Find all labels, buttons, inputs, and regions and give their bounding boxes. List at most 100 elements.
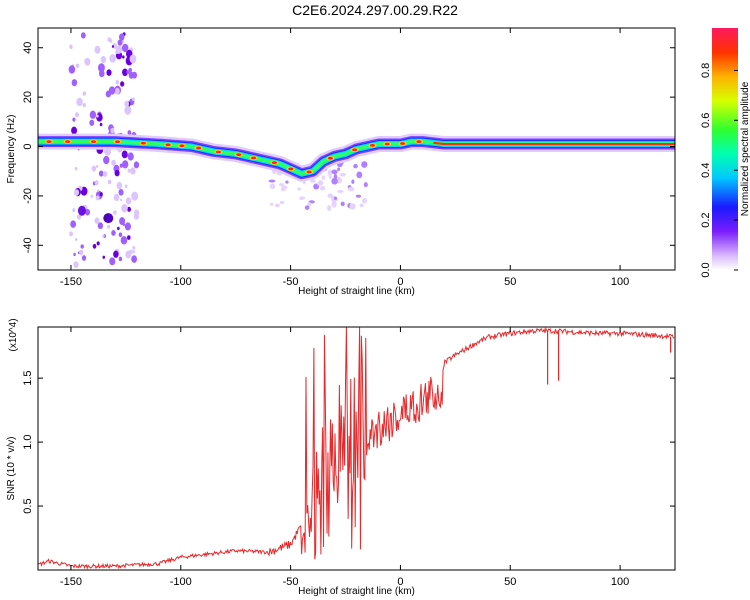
- noise-blob: [361, 161, 368, 168]
- noise-blob: [95, 195, 100, 201]
- noise-blob: [127, 130, 132, 136]
- noise-blob: [102, 171, 108, 178]
- noise-blob: [299, 196, 306, 200]
- noise-blob: [124, 105, 132, 115]
- ridge-hotspot: [416, 140, 422, 143]
- noise-blob: [76, 97, 83, 107]
- noise-blob: [331, 177, 338, 185]
- noise-blob: [127, 168, 131, 173]
- noise-blob: [124, 222, 131, 231]
- noise-blob: [71, 79, 78, 87]
- noise-blob: [75, 63, 80, 69]
- noise-blob: [339, 172, 347, 177]
- noise-blob: [109, 54, 116, 63]
- y-multiplier-label: (x10^4): [8, 318, 19, 351]
- ridge-hotspot: [90, 140, 97, 143]
- noise-blob: [96, 114, 99, 118]
- noise-blob: [327, 204, 332, 211]
- noise-blob: [347, 186, 355, 192]
- noise-blob: [114, 169, 120, 177]
- noise-blob: [94, 217, 100, 224]
- noise-blob: [130, 167, 136, 175]
- y-tick-label: 1.5: [22, 371, 34, 386]
- noise-blob: [97, 63, 105, 73]
- ridge-hotspot: [250, 156, 257, 160]
- noise-blob: [94, 45, 101, 54]
- noise-blob: [118, 256, 123, 262]
- colorbar-tick-label: 0.6: [700, 113, 712, 128]
- noise-blob: [107, 179, 112, 185]
- noise-blob: [100, 56, 107, 64]
- x-tick-label: 100: [611, 276, 629, 288]
- noise-blob: [121, 204, 128, 213]
- noise-blob: [337, 167, 341, 171]
- noise-blob: [126, 235, 131, 240]
- noise-blob: [103, 213, 114, 224]
- ridge-core: [433, 141, 675, 146]
- noise-blob: [98, 170, 104, 177]
- noise-blob: [278, 183, 284, 187]
- noise-blob: [333, 196, 337, 200]
- noise-blob: [125, 197, 132, 205]
- noise-blob: [129, 54, 137, 64]
- noise-blob: [355, 194, 362, 198]
- y-tick-label: 1.0: [22, 434, 34, 449]
- noise-blob: [107, 37, 112, 42]
- x-tick-label: -50: [283, 276, 299, 288]
- noise-blob: [75, 237, 78, 241]
- noise-blob: [122, 160, 129, 169]
- noise-blob: [336, 176, 342, 184]
- noise-blob: [108, 86, 116, 95]
- noise-blob: [74, 166, 78, 171]
- x-tick-label: 50: [504, 276, 516, 288]
- ridge-hotspot: [384, 142, 390, 146]
- noise-blob: [109, 257, 116, 266]
- x-tick-label: 100: [611, 576, 629, 588]
- noise-blob: [80, 244, 84, 249]
- noise-blob: [297, 187, 302, 191]
- noise-blob: [117, 226, 120, 231]
- noise-blob: [110, 127, 115, 134]
- noise-blob: [77, 205, 86, 216]
- noise-blob: [279, 200, 285, 205]
- noise-blob: [84, 57, 91, 66]
- ridge-hotspot: [196, 146, 202, 150]
- axes-layer: -150 -100 -50 0 50 100 -40 -20 0 20 40 Height of st…: [6, 27, 750, 597]
- noise-blob: [82, 91, 87, 96]
- noise-blob: [97, 222, 104, 230]
- noise-blob: [116, 181, 123, 190]
- ridge-hotspot: [179, 144, 185, 148]
- noise-blob: [327, 193, 333, 198]
- y-tick-label: -20: [22, 188, 34, 204]
- noise-blob: [310, 179, 316, 183]
- noise-blob: [128, 72, 134, 79]
- noise-blob: [76, 214, 82, 220]
- noise-blob: [106, 69, 112, 76]
- noise-blob: [114, 87, 120, 95]
- snr-plot: [38, 327, 675, 570]
- y-axis-label: Frequency (Hz): [6, 115, 17, 184]
- x-tick-label: -50: [283, 576, 299, 588]
- ridge-hotspot: [236, 153, 242, 157]
- noise-blob: [99, 192, 103, 197]
- noise-blob: [121, 43, 129, 53]
- noise-blob: [280, 187, 286, 192]
- noise-blob: [124, 184, 128, 189]
- x-tick-label: -100: [170, 576, 192, 588]
- spectrogram-plot: [38, 32, 675, 268]
- noise-blob: [122, 68, 128, 77]
- noise-blob: [84, 208, 91, 216]
- noise-blob: [118, 188, 124, 196]
- noise-blob: [78, 249, 84, 256]
- y-axis-label: SNR (10 * v/v): [6, 437, 17, 501]
- noise-blob: [70, 220, 77, 228]
- noise-blob: [132, 250, 136, 254]
- noise-blob: [127, 206, 132, 212]
- noise-blob: [73, 252, 76, 257]
- noise-blob: [89, 110, 97, 119]
- noise-blob: [102, 234, 105, 238]
- noise-blob: [113, 210, 117, 215]
- ridge-hotspot: [65, 140, 71, 143]
- page-title: C2E6.2024.297.00.29.R22: [292, 2, 458, 18]
- noise-blob: [69, 231, 74, 237]
